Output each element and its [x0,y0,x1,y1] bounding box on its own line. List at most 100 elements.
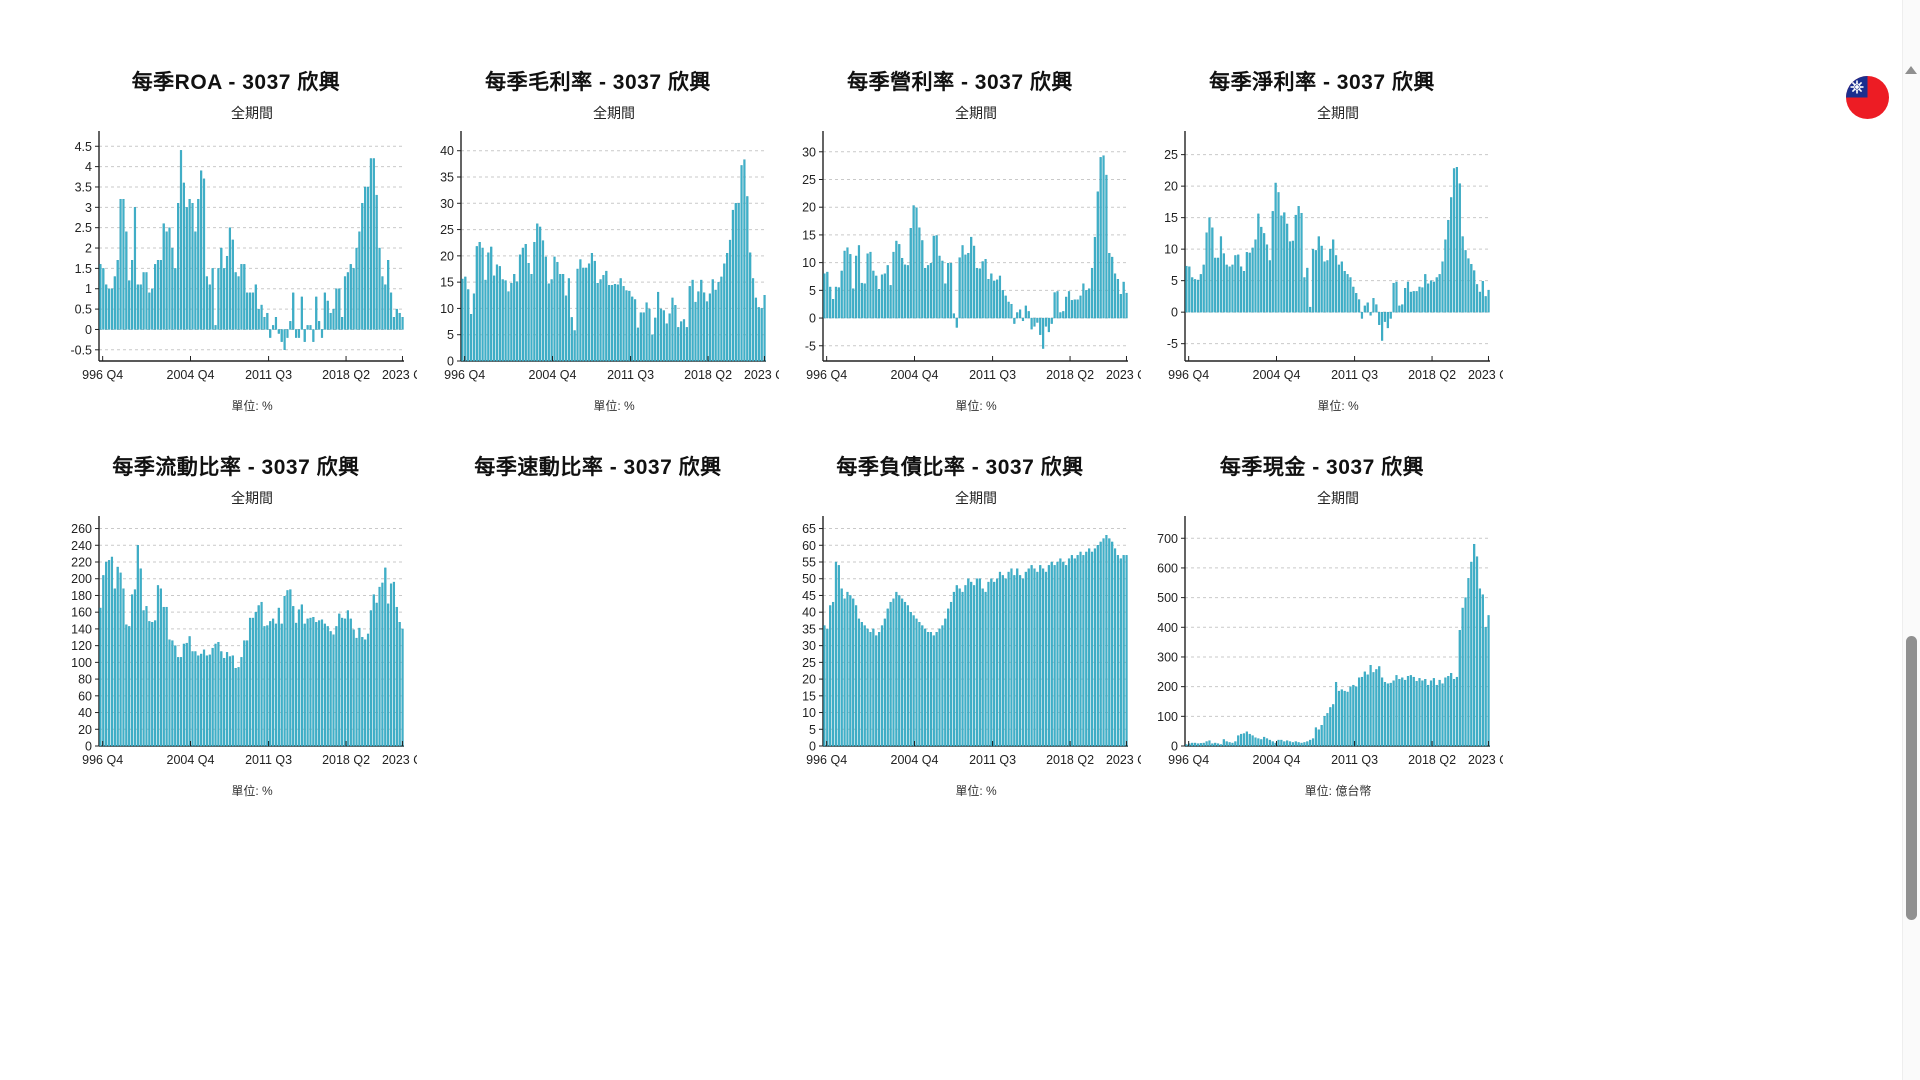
debt-ratio-bar-chart: 0 5 10 15 20 25 30 35 40 45 50 55 60 65 996 Q4 2004 Q4 2… [802,516,1141,767]
svg-text:20: 20 [802,673,816,687]
svg-text:2018 Q2: 2018 Q2 [1046,753,1094,767]
svg-text:60: 60 [78,689,92,703]
svg-text:0.5: 0.5 [75,303,92,317]
svg-text:-0.5: -0.5 [70,343,92,357]
svg-text:2018 Q2: 2018 Q2 [1408,368,1456,382]
unit-label [417,782,779,798]
unit-label: 單位: % [231,784,273,798]
taiwan-flag-icon[interactable] [1845,75,1890,120]
svg-text:0: 0 [809,740,816,754]
svg-text:2018 Q2: 2018 Q2 [322,753,370,767]
svg-text:500: 500 [1157,591,1178,605]
svg-text:30: 30 [802,145,816,159]
svg-text:30: 30 [802,639,816,653]
scrollbar-thumb[interactable] [1906,636,1917,920]
gross-margin-bar-chart: 0 5 10 15 20 25 30 35 40 996 Q4 2004 Q4 2011 Q3 2018… [440,131,779,382]
svg-text:996 Q4: 996 Q4 [806,368,847,382]
svg-text:4.5: 4.5 [75,140,92,154]
svg-text:20: 20 [78,723,92,737]
svg-text:2023 Q: 2023 Q [1468,368,1503,382]
svg-text:2018 Q2: 2018 Q2 [1408,753,1456,767]
svg-text:3: 3 [85,201,92,215]
operating-margin-bar-chart: -5 0 5 10 15 20 25 30 996 Q4 2004 Q4 2011 Q3 2018 Q… [802,131,1141,382]
svg-text:15: 15 [802,228,816,242]
svg-text:2004 Q4: 2004 Q4 [167,368,215,382]
svg-text:25: 25 [802,173,816,187]
svg-text:220: 220 [71,556,92,570]
svg-text:200: 200 [71,572,92,586]
svg-text:2004 Q4: 2004 Q4 [1253,753,1301,767]
svg-text:120: 120 [71,639,92,653]
svg-text:4: 4 [85,160,92,174]
svg-text:2011 Q3: 2011 Q3 [1331,368,1378,382]
chart-subtitle: 全期間 [955,490,997,506]
svg-text:2004 Q4: 2004 Q4 [891,368,939,382]
chart-subtitle: 全期間 [1317,105,1359,121]
chart-panel-quick-ratio: 每季速動比率 - 3037 欣興 [417,437,779,822]
svg-text:5: 5 [809,284,816,298]
svg-text:10: 10 [802,256,816,270]
chart-title: 每季淨利率 - 3037 欣興 [1209,71,1435,94]
chart-title: 每季毛利率 - 3037 欣興 [485,71,711,94]
svg-text:1: 1 [85,282,92,296]
net-margin-bar-chart: -5 0 5 10 15 20 25 996 Q4 2004 Q4 2011 Q3 2018 Q2 2… [1164,131,1503,382]
svg-text:50: 50 [802,572,816,586]
svg-text:80: 80 [78,673,92,687]
svg-text:0: 0 [85,740,92,754]
svg-text:996 Q4: 996 Q4 [1168,753,1209,767]
svg-text:1.5: 1.5 [75,262,92,276]
svg-text:25: 25 [1164,148,1178,162]
chart-title: 每季營利率 - 3037 欣興 [847,71,1073,94]
svg-text:2004 Q4: 2004 Q4 [1253,368,1301,382]
scrollbar-up-arrow-icon[interactable] [1905,66,1917,74]
svg-text:-5: -5 [805,339,816,353]
svg-text:65: 65 [802,522,816,536]
svg-text:35: 35 [440,171,454,185]
chart-panel-net-margin: 每季淨利率 - 3037 欣興 全期間 -5 0 5 10 15 20 25 996 Q4 20… [1141,52,1503,437]
chart-subtitle [417,488,779,506]
svg-text:5: 5 [1171,274,1178,288]
chart-subtitle: 全期間 [231,490,273,506]
svg-text:0: 0 [1171,740,1178,754]
svg-text:2011 Q3: 2011 Q3 [969,753,1016,767]
chart-panel-debt-ratio: 每季負債比率 - 3037 欣興 全期間 0 5 10 15 20 25 30 35 40 45 5… [779,437,1141,822]
svg-text:2011 Q3: 2011 Q3 [245,753,292,767]
svg-text:100: 100 [1157,710,1178,724]
svg-text:996 Q4: 996 Q4 [444,368,485,382]
svg-text:40: 40 [440,144,454,158]
svg-text:2018 Q2: 2018 Q2 [322,368,370,382]
svg-text:2004 Q4: 2004 Q4 [167,753,215,767]
chart-subtitle: 全期間 [1317,490,1359,506]
svg-text:10: 10 [440,302,454,316]
unit-label: 單位: % [955,399,997,413]
svg-text:40: 40 [78,706,92,720]
svg-text:10: 10 [802,706,816,720]
svg-text:25: 25 [440,223,454,237]
current-ratio-bar-chart: 0 20 40 60 80 100 120 140 160 180 200 220 240 260 996 … [71,516,417,767]
chart-panel-current-ratio: 每季流動比率 - 3037 欣興 全期間 0 20 40 60 80 100 120 140 1… [55,437,417,822]
svg-text:2011 Q3: 2011 Q3 [245,368,292,382]
chart-subtitle: 全期間 [593,105,635,121]
unit-label: 單位: % [955,784,997,798]
svg-text:260: 260 [71,522,92,536]
chart-panel-cash: 每季現金 - 3037 欣興 全期間 0 100 200 300 400 500 600 70… [1141,437,1503,822]
svg-text:15: 15 [440,276,454,290]
svg-text:30: 30 [440,197,454,211]
roa-bar-chart: -0.5 0 0.5 1 1.5 2 2.5 3 3.5 4 4.5 996 Q4 2004 Q4 201… [70,131,417,382]
svg-text:-5: -5 [1167,337,1178,351]
charts-grid: 每季ROA - 3037 欣興 全期間 -0.5 0 0.5 1 1.5 2 2.5 3 3.5… [55,52,1503,822]
svg-text:25: 25 [802,656,816,670]
quick-ratio-chart-empty [417,508,779,776]
cash-bar-chart: 0 100 200 300 400 500 600 700 996 Q4 2004 Q4 2011 … [1157,516,1503,767]
chart-panel-operating-margin: 每季營利率 - 3037 欣興 全期間 -5 0 5 10 15 20 25 30 996 Q4… [779,52,1141,437]
svg-text:400: 400 [1157,621,1178,635]
chart-title: 每季負債比率 - 3037 欣興 [836,456,1084,479]
svg-text:100: 100 [71,656,92,670]
svg-text:300: 300 [1157,650,1178,664]
svg-text:2018 Q2: 2018 Q2 [1046,368,1094,382]
scrollbar[interactable] [1902,0,1920,1080]
svg-text:15: 15 [1164,211,1178,225]
svg-text:35: 35 [802,622,816,636]
svg-text:996 Q4: 996 Q4 [1168,368,1209,382]
chart-subtitle: 全期間 [955,105,997,121]
